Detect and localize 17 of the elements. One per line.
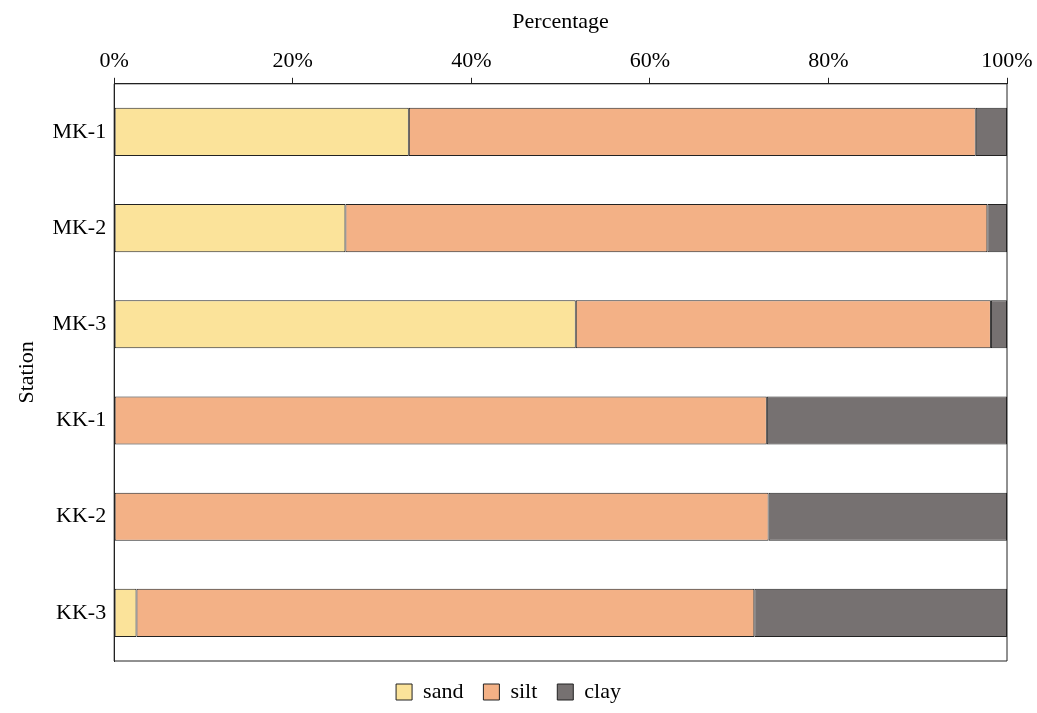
x-tick-label: 60% xyxy=(629,47,671,73)
legend-label: sand xyxy=(423,677,464,703)
x-tick-label: 80% xyxy=(808,47,849,73)
y-tick-label: MK-2 xyxy=(52,213,107,239)
legend-label: clay xyxy=(584,677,621,703)
legend-label: silt xyxy=(510,677,538,703)
y-tick-label: KK-2 xyxy=(56,502,107,528)
y-tick-label: KK-3 xyxy=(56,598,107,624)
y-tick-label: KK-1 xyxy=(56,406,107,432)
y-tick-label: MK-3 xyxy=(52,310,107,336)
x-tick-label: 20% xyxy=(272,47,313,73)
x-axis-title: Percentage xyxy=(512,7,609,33)
x-tick-label: 100% xyxy=(981,47,1033,73)
x-tick-label: 40% xyxy=(451,47,492,73)
x-tick-label: 0% xyxy=(99,47,129,73)
y-tick-label: MK-1 xyxy=(52,117,107,143)
y-axis-title: Station xyxy=(12,341,38,404)
